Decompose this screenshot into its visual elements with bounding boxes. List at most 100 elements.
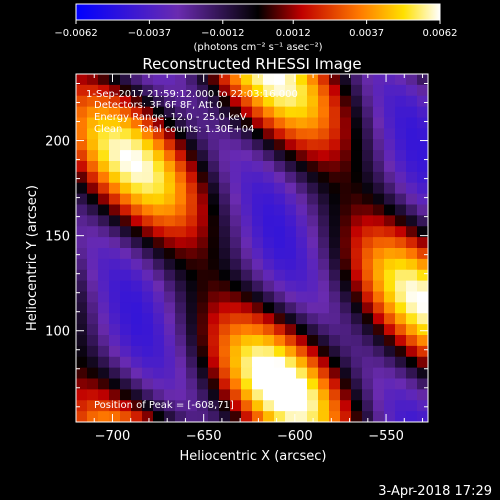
- heatmap-cell: [263, 95, 275, 108]
- heatmap-cell: [241, 106, 253, 119]
- heatmap-cell: [120, 356, 132, 369]
- heatmap-cell: [351, 237, 363, 249]
- heatmap-cell: [406, 324, 418, 336]
- heatmap-cell: [76, 171, 88, 184]
- heatmap-cell: [285, 356, 297, 369]
- heatmap-cell: [252, 150, 264, 162]
- heatmap-cell: [252, 106, 264, 119]
- heatmap-cell: [208, 139, 220, 151]
- heatmap-cell: [186, 389, 198, 401]
- heatmap-cell: [329, 106, 341, 119]
- heatmap-cell: [362, 356, 374, 369]
- heatmap-cell: [197, 128, 209, 140]
- heatmap-cell: [307, 161, 319, 173]
- heatmap-cell: [131, 171, 143, 184]
- heatmap-cell: [186, 302, 198, 314]
- heatmap-cell: [87, 324, 99, 336]
- heatmap-cell: [395, 106, 407, 119]
- heatmap-cell: [230, 313, 242, 325]
- heatmap-cell: [417, 128, 428, 140]
- heatmap-cell: [307, 226, 319, 238]
- heatmap-cell: [274, 378, 286, 390]
- heatmap-cell: [120, 324, 132, 336]
- heatmap-cell: [329, 356, 341, 369]
- heatmap-cell: [274, 74, 286, 86]
- heatmap-cell: [76, 280, 88, 293]
- heatmap-cell: [296, 411, 308, 422]
- heatmap-cell: [406, 400, 418, 412]
- heatmap-cell: [208, 367, 220, 380]
- heatmap-cell: [197, 335, 209, 347]
- heatmap-cell: [318, 389, 330, 401]
- heatmap-cell: [131, 84, 143, 97]
- heatmap-cell: [274, 313, 286, 325]
- heatmap-cell: [219, 258, 231, 271]
- heatmap-cell: [296, 128, 308, 140]
- heatmap-cell: [351, 226, 363, 238]
- heatmap-cell: [153, 389, 165, 401]
- heatmap-cell: [285, 182, 297, 195]
- heatmap-cell: [362, 193, 374, 206]
- heatmap-cell: [252, 95, 264, 108]
- heatmap-cell: [142, 74, 154, 86]
- heatmap-cell: [131, 215, 143, 227]
- heatmap-cell: [318, 193, 330, 206]
- heatmap-cell: [351, 400, 363, 412]
- heatmap-cell: [120, 389, 132, 401]
- heatmap-cell: [131, 291, 143, 303]
- heatmap-cell: [241, 269, 253, 282]
- heatmap-cell: [87, 128, 99, 140]
- heatmap-cell: [219, 313, 231, 325]
- heatmap-cell: [285, 95, 297, 108]
- heatmap-cell: [395, 367, 407, 380]
- heatmap-cell: [417, 291, 428, 303]
- heatmap-cell: [340, 182, 352, 195]
- heatmap-cell: [296, 258, 308, 271]
- heatmap-cell: [351, 280, 363, 293]
- heatmap-cell: [395, 378, 407, 390]
- heatmap-cell: [175, 389, 187, 401]
- heatmap-cell: [384, 313, 396, 325]
- heatmap-cell: [109, 74, 121, 86]
- heatmap-cell: [76, 248, 88, 260]
- heatmap-cell: [120, 226, 132, 238]
- heatmap-cell: [285, 215, 297, 227]
- heatmap-cell: [395, 389, 407, 401]
- heatmap-cell: [186, 248, 198, 260]
- heatmap-cell: [373, 182, 385, 195]
- heatmap-cell: [263, 117, 275, 129]
- heatmap-cell: [186, 215, 198, 227]
- heatmap-cell: [362, 411, 374, 422]
- heatmap-cell: [307, 204, 319, 216]
- heatmap-cell: [142, 182, 154, 195]
- heatmap-cell: [153, 302, 165, 314]
- heatmap-cell: [307, 335, 319, 347]
- heatmap-cell: [76, 226, 88, 238]
- heatmap-cell: [406, 139, 418, 151]
- heatmap-cell: [351, 182, 363, 195]
- heatmap-cell: [252, 193, 264, 206]
- heatmap-cell: [186, 139, 198, 151]
- heatmap-cell: [120, 411, 132, 422]
- heatmap-cell: [197, 204, 209, 216]
- heatmap-cell: [219, 182, 231, 195]
- heatmap-cell: [98, 128, 110, 140]
- heatmap-cell: [252, 226, 264, 238]
- heatmap-cell: [329, 128, 341, 140]
- heatmap-cell: [186, 400, 198, 412]
- heatmap-cell: [406, 411, 418, 422]
- heatmap-cell: [197, 269, 209, 282]
- heatmap-cell: [252, 215, 264, 227]
- colorbar-tick-label: −0.0037: [128, 28, 171, 39]
- heatmap-cell: [417, 237, 428, 249]
- heatmap-cell: [87, 367, 99, 380]
- heatmap-cell: [208, 378, 220, 390]
- heatmap-cell: [142, 128, 154, 140]
- heatmap-cell: [131, 302, 143, 314]
- heatmap-cell: [307, 345, 319, 358]
- heatmap-cell: [406, 182, 418, 195]
- heatmap-cell: [164, 74, 176, 86]
- heatmap-cell: [373, 128, 385, 140]
- heatmap-cell: [384, 182, 396, 195]
- heatmap-cell: [329, 215, 341, 227]
